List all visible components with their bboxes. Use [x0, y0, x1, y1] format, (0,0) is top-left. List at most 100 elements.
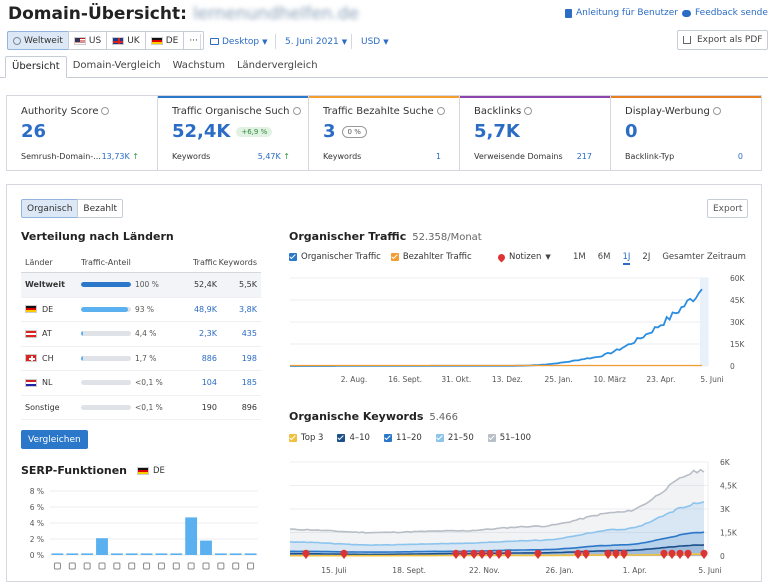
currency-select[interactable]: USD ▼ [361, 36, 389, 47]
faq-icon [247, 562, 255, 570]
y-tick-label: 60K [730, 274, 746, 283]
divider [351, 34, 352, 49]
note-pin [700, 549, 708, 559]
flag-us-icon [73, 36, 86, 45]
note-pin [486, 549, 494, 559]
x-tick-label: 22. Nov. [469, 566, 500, 575]
legend-51-100[interactable]: 51–100 [487, 433, 531, 443]
checkbox-icon [487, 434, 496, 442]
table-row[interactable]: Weltweit 100 % 52,4K 5,5K [21, 273, 261, 298]
period-1m[interactable]: 1M [573, 252, 586, 262]
bar-local [66, 553, 79, 555]
note-pin [620, 549, 628, 559]
overview-panel [6, 184, 762, 582]
legend-4-10[interactable]: 4–10 [337, 433, 370, 443]
kp-icon [232, 562, 240, 570]
table-row[interactable]: Sonstige <0,1 % 190 896 [21, 396, 261, 420]
globe-icon [13, 36, 21, 45]
bar-kp [229, 553, 242, 555]
card-authority-score[interactable]: Authority Score 26 Semrush-Domain-... 13,… [7, 96, 158, 170]
chevron-down-icon: ▼ [341, 37, 348, 46]
table-row[interactable]: AT 4,4 % 2,3K 435 [21, 322, 261, 347]
divider [200, 34, 201, 49]
series-line [289, 501, 705, 547]
tab-country-comparison[interactable]: Ländervergleich [236, 60, 318, 71]
arrow-up-icon: ↑ [132, 152, 139, 161]
table-row[interactable]: DE 93 % 48,9K 3,8K [21, 298, 261, 322]
tab-divider [0, 77, 768, 78]
compare-button[interactable]: Vergleichen [21, 430, 88, 449]
device-select[interactable]: Desktop ▼ [210, 32, 268, 51]
bar-reviews [81, 553, 94, 555]
card-backlinks[interactable]: Backlinks 5,7K Verweisende Domains 217 [460, 96, 611, 170]
export-pdf-button[interactable]: Export als PDF [677, 30, 768, 50]
legend-top3[interactable]: Top 3 [289, 433, 323, 443]
tab-overview[interactable]: Übersicht [5, 56, 67, 78]
organic-traffic-title: Organischer Traffic [289, 230, 407, 243]
legend-11-20[interactable]: 11–20 [383, 433, 422, 443]
bar-featured [51, 553, 64, 555]
note-pin [582, 549, 590, 559]
card-organic-traffic[interactable]: Traffic Organische Such 52,4K +6,9 % Keyw… [158, 96, 309, 170]
legend-paid-traffic[interactable]: Bezahlter Traffic [390, 252, 472, 262]
table-header: Länder Traffic-Anteil Traffic Keywords [21, 253, 261, 273]
flag-at-icon [25, 329, 37, 338]
db-de-button[interactable]: DE [144, 31, 185, 50]
organic-keywords-title: Organische Keywords [289, 410, 424, 423]
period-6m[interactable]: 6M [597, 252, 611, 262]
card-display-ads[interactable]: Display-Werbung 0 Backlink-Typ 0 [611, 96, 761, 170]
feedback-link[interactable]: Feedback senden [682, 8, 768, 18]
user-guide-link[interactable]: Anleitung für Benutzer [565, 8, 678, 18]
database-selector: Weltweit US UK DE ··· [7, 31, 204, 50]
db-uk-button[interactable]: UK [106, 31, 146, 50]
tab-growth[interactable]: Wachstum [172, 60, 225, 71]
period-2y[interactable]: 2J [642, 252, 651, 262]
current-period-highlight [700, 278, 708, 366]
period-1y[interactable]: 1J [622, 252, 631, 265]
book-icon [565, 8, 572, 18]
period-all[interactable]: Gesamter Zeitraum [662, 252, 746, 262]
note-pin [684, 549, 692, 559]
db-worldwide-button[interactable]: Weltweit [7, 31, 69, 50]
note-pin [604, 549, 612, 559]
crown-icon [187, 562, 195, 570]
image-icon [98, 562, 106, 570]
db-more-button[interactable]: ··· [183, 31, 204, 50]
play-icon [157, 562, 165, 570]
checkbox-icon [289, 253, 297, 261]
monitor-icon [210, 38, 219, 45]
share-bar [81, 331, 131, 337]
table-row[interactable]: CH 1,7 % 886 198 [21, 347, 261, 371]
note-pin [574, 549, 582, 559]
x-tick-label: 2. Aug. [341, 375, 368, 384]
y-tick-label: 0 [730, 362, 735, 371]
export-button[interactable]: Export [707, 199, 749, 218]
tab-domain-comparison[interactable]: Domain-Vergleich [72, 60, 161, 71]
notes-dropdown[interactable]: Notizen ▼ [496, 252, 551, 262]
y-tick-label: 0 [720, 552, 725, 561]
x-tick-label: 13. Dez. [492, 375, 523, 384]
toggle-paid[interactable]: Bezahlt [77, 199, 124, 218]
y-tick-label: 6 % [30, 503, 44, 512]
note-pin [495, 549, 503, 559]
legend-21-50[interactable]: 21–50 [435, 433, 474, 443]
divider [275, 34, 276, 49]
db-us-button[interactable]: US [67, 31, 108, 50]
bar-news [170, 553, 183, 555]
organic-paid-toggle: Organisch Bezahlt [21, 199, 124, 218]
x-tick-label: 26. Jan. [545, 566, 573, 575]
bar-star [140, 553, 153, 555]
info-icon [436, 107, 445, 115]
series-area [290, 469, 704, 556]
bar-faq [244, 553, 257, 555]
table-row[interactable]: NL <0,1 % 104 185 [21, 371, 261, 396]
flag-de-icon [137, 466, 149, 475]
note-pin [302, 549, 310, 559]
toggle-organic[interactable]: Organisch [21, 199, 79, 218]
display-ads-value: 0 [625, 121, 638, 142]
note-pin [504, 549, 512, 559]
legend-organic-traffic[interactable]: Organischer Traffic [289, 252, 381, 262]
date-select[interactable]: 5. Juni 2021 ▼ [285, 36, 348, 47]
flag-de-icon [150, 36, 163, 45]
